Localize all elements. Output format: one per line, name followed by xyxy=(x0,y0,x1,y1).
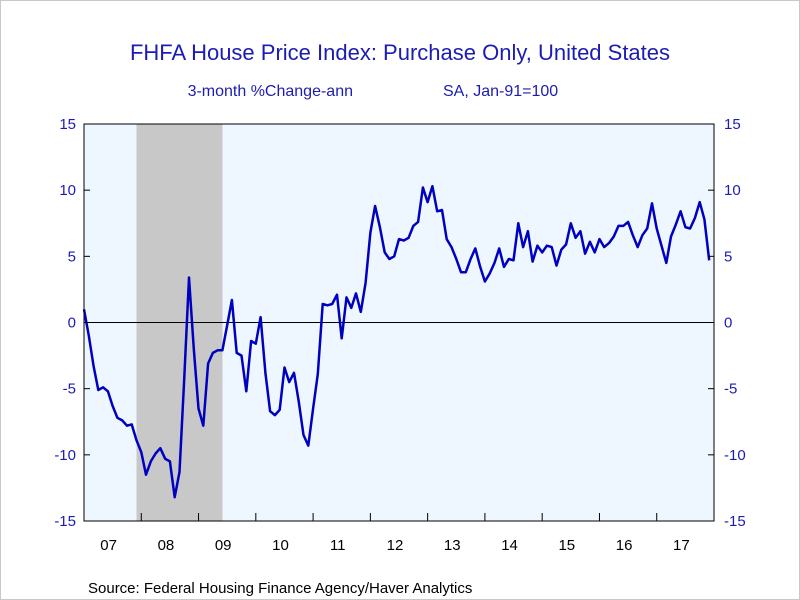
chart-subtitle-left: 3-month %Change-ann xyxy=(188,83,353,100)
x-tick-label: 13 xyxy=(444,537,461,554)
y-tick-label-left: -5 xyxy=(63,381,76,398)
chart-title: FHFA House Price Index: Purchase Only, U… xyxy=(130,40,670,65)
x-tick-label: 10 xyxy=(272,537,289,554)
y-tick-label-right: -10 xyxy=(724,447,746,464)
y-tick-label-left: 15 xyxy=(59,116,76,133)
x-tick-label: 11 xyxy=(330,537,346,554)
y-tick-label-right: 0 xyxy=(724,315,732,332)
y-tick-label-left: 0 xyxy=(68,315,76,332)
y-tick-label-left: 5 xyxy=(68,248,76,265)
x-tick-label: 14 xyxy=(501,537,518,554)
x-tick-label: 12 xyxy=(387,537,404,554)
series-line-1 xyxy=(82,184,711,499)
y-tick-label-right: 5 xyxy=(724,248,732,265)
x-tick-label: 17 xyxy=(673,537,690,554)
y-tick-label-right: 10 xyxy=(724,182,741,199)
y-tick-label-right: -15 xyxy=(724,513,746,530)
x-tick-label: 09 xyxy=(215,537,232,554)
y-tick-label-right: -5 xyxy=(724,381,737,398)
y-tick-label-right: 15 xyxy=(724,116,741,133)
y-tick-label-left: 10 xyxy=(59,182,76,199)
x-tick-label: 16 xyxy=(616,537,633,554)
x-tick-label: 07 xyxy=(100,537,117,554)
y-tick-label-left: -15 xyxy=(54,513,76,530)
source-note: Source: Federal Housing Finance Agency/H… xyxy=(88,580,472,597)
y-tick-label-left: -10 xyxy=(54,447,76,464)
x-tick-label: 15 xyxy=(558,537,575,554)
chart-subtitle-right: SA, Jan-91=100 xyxy=(443,83,558,100)
x-tick-label: 08 xyxy=(158,537,175,554)
